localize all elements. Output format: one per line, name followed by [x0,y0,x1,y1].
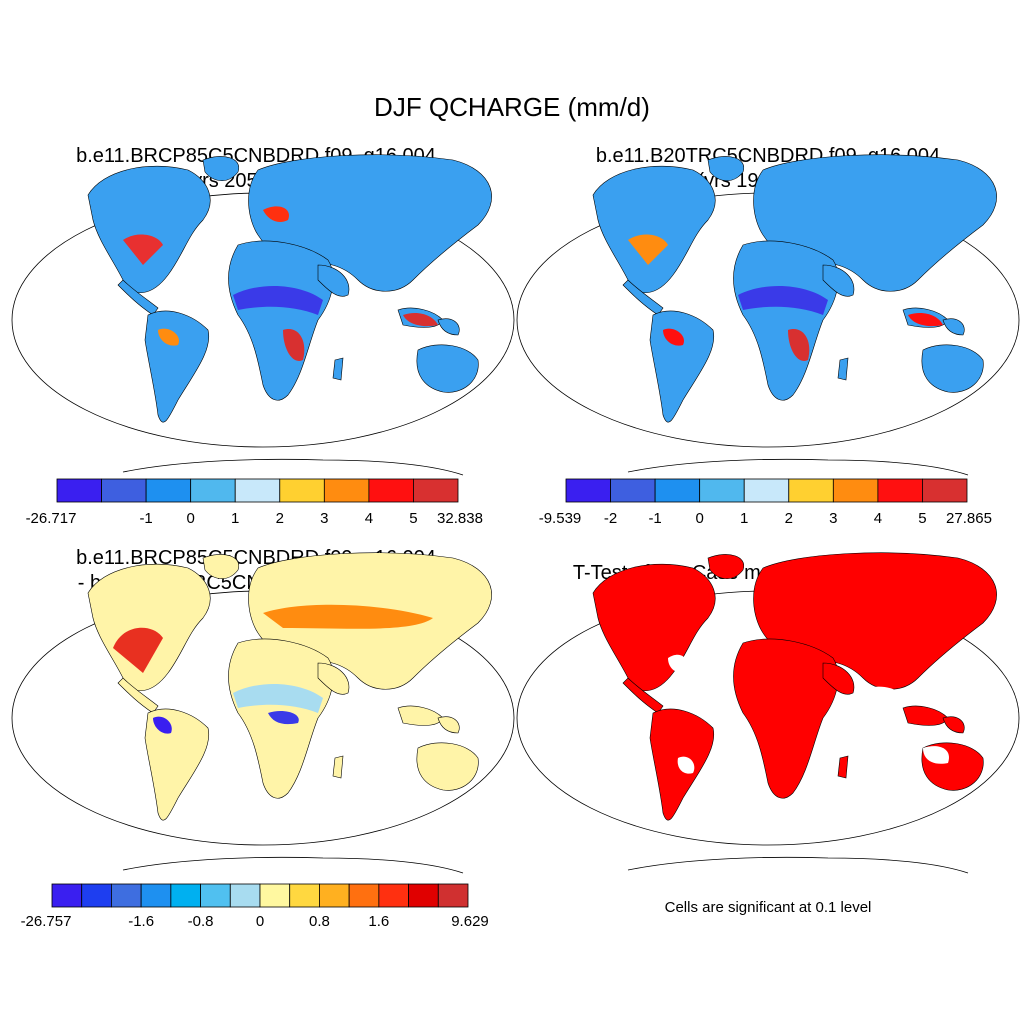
colorbar-swatch [743,478,790,503]
colorbar-tick-label: 27.865 [946,510,992,527]
colorbar-tick-label: -1 [139,510,152,527]
colorbar-tick-label: 5 [918,510,926,527]
colorbar-tick-label: 0.8 [309,913,330,930]
colorbar-tick-label: 0 [256,913,264,930]
colorbar-swatch [699,478,745,503]
colorbar-swatch [323,478,370,503]
colorbar-swatch [56,478,102,503]
colorbar-swatch [111,883,142,908]
colorbar-swatch [101,478,147,503]
colorbar-tick-label: 3 [829,510,837,527]
colorbar-tick-label: 3 [320,510,328,527]
colorbar-swatch [81,883,112,908]
colorbar-swatch [319,883,350,908]
colorbar-tick-label: -1 [648,510,661,527]
colorbar-tick-label: 9.629 [451,913,489,930]
colorbar-swatch [170,883,201,908]
colorbar-panel1: -26.717 -1 0 1 2 3 4 5 32.838 [26,478,483,527]
panel1-map [11,154,515,476]
colorbar-swatch [190,478,236,503]
colorbar-swatch [234,478,281,503]
colorbar-panel2: -9.539 -2 -1 0 1 2 3 4 5 27.865 [539,478,992,527]
colorbar-swatch [565,478,611,503]
colorbar-swatch [922,478,968,503]
colorbar-swatch [51,883,83,908]
colorbar-tick-label: -2 [604,510,617,527]
colorbar-swatch [877,478,923,503]
colorbar-swatch [654,478,701,503]
colorbar-tick-label: -9.539 [539,510,582,527]
colorbar-swatch [610,478,656,503]
colorbar-panel3: -26.757 -1.6 -0.8 0 0.8 1.6 9.629 [21,883,489,930]
panel2-map [516,154,1020,476]
colorbar-tick-label: 0 [695,510,703,527]
colorbar-tick-label: -26.717 [26,510,77,527]
colorbar-swatch [378,883,409,908]
figure-title: DJF QCHARGE (mm/d) [374,92,650,122]
colorbar-swatch [145,478,192,503]
colorbar-swatch [437,883,469,908]
colorbar-tick-label: 4 [365,510,373,527]
colorbar-swatch [279,478,325,503]
colorbar-swatch [259,883,291,908]
colorbar-tick-label: 2 [276,510,284,527]
colorbar-tick-label: 0 [186,510,194,527]
colorbar-tick-label: 32.838 [437,510,483,527]
colorbar-swatch [348,883,380,908]
colorbar-tick-label: -26.757 [21,913,72,930]
colorbar-swatch [832,478,879,503]
colorbar-tick-label: -1.6 [128,913,154,930]
colorbar-swatch [289,883,320,908]
colorbar-tick-label: 2 [785,510,793,527]
colorbar-swatch [408,883,439,908]
colorbar-swatch [788,478,834,503]
colorbar-tick-label: 1 [740,510,748,527]
colorbar-swatch [200,883,231,908]
colorbar-tick-label: 1.6 [368,913,389,930]
colorbar-swatch [368,478,414,503]
colorbar-swatch [140,883,172,908]
colorbar-swatch [413,478,459,503]
colorbar-tick-label: -0.8 [188,913,214,930]
panel4-map [516,552,1020,874]
panel3-map [11,552,515,874]
colorbar-tick-label: 4 [874,510,882,527]
colorbar-tick-label: 1 [231,510,239,527]
colorbar-swatch [229,883,261,908]
significance-note: Cells are significant at 0.1 level [664,899,872,916]
colorbar-tick-label: 5 [409,510,417,527]
